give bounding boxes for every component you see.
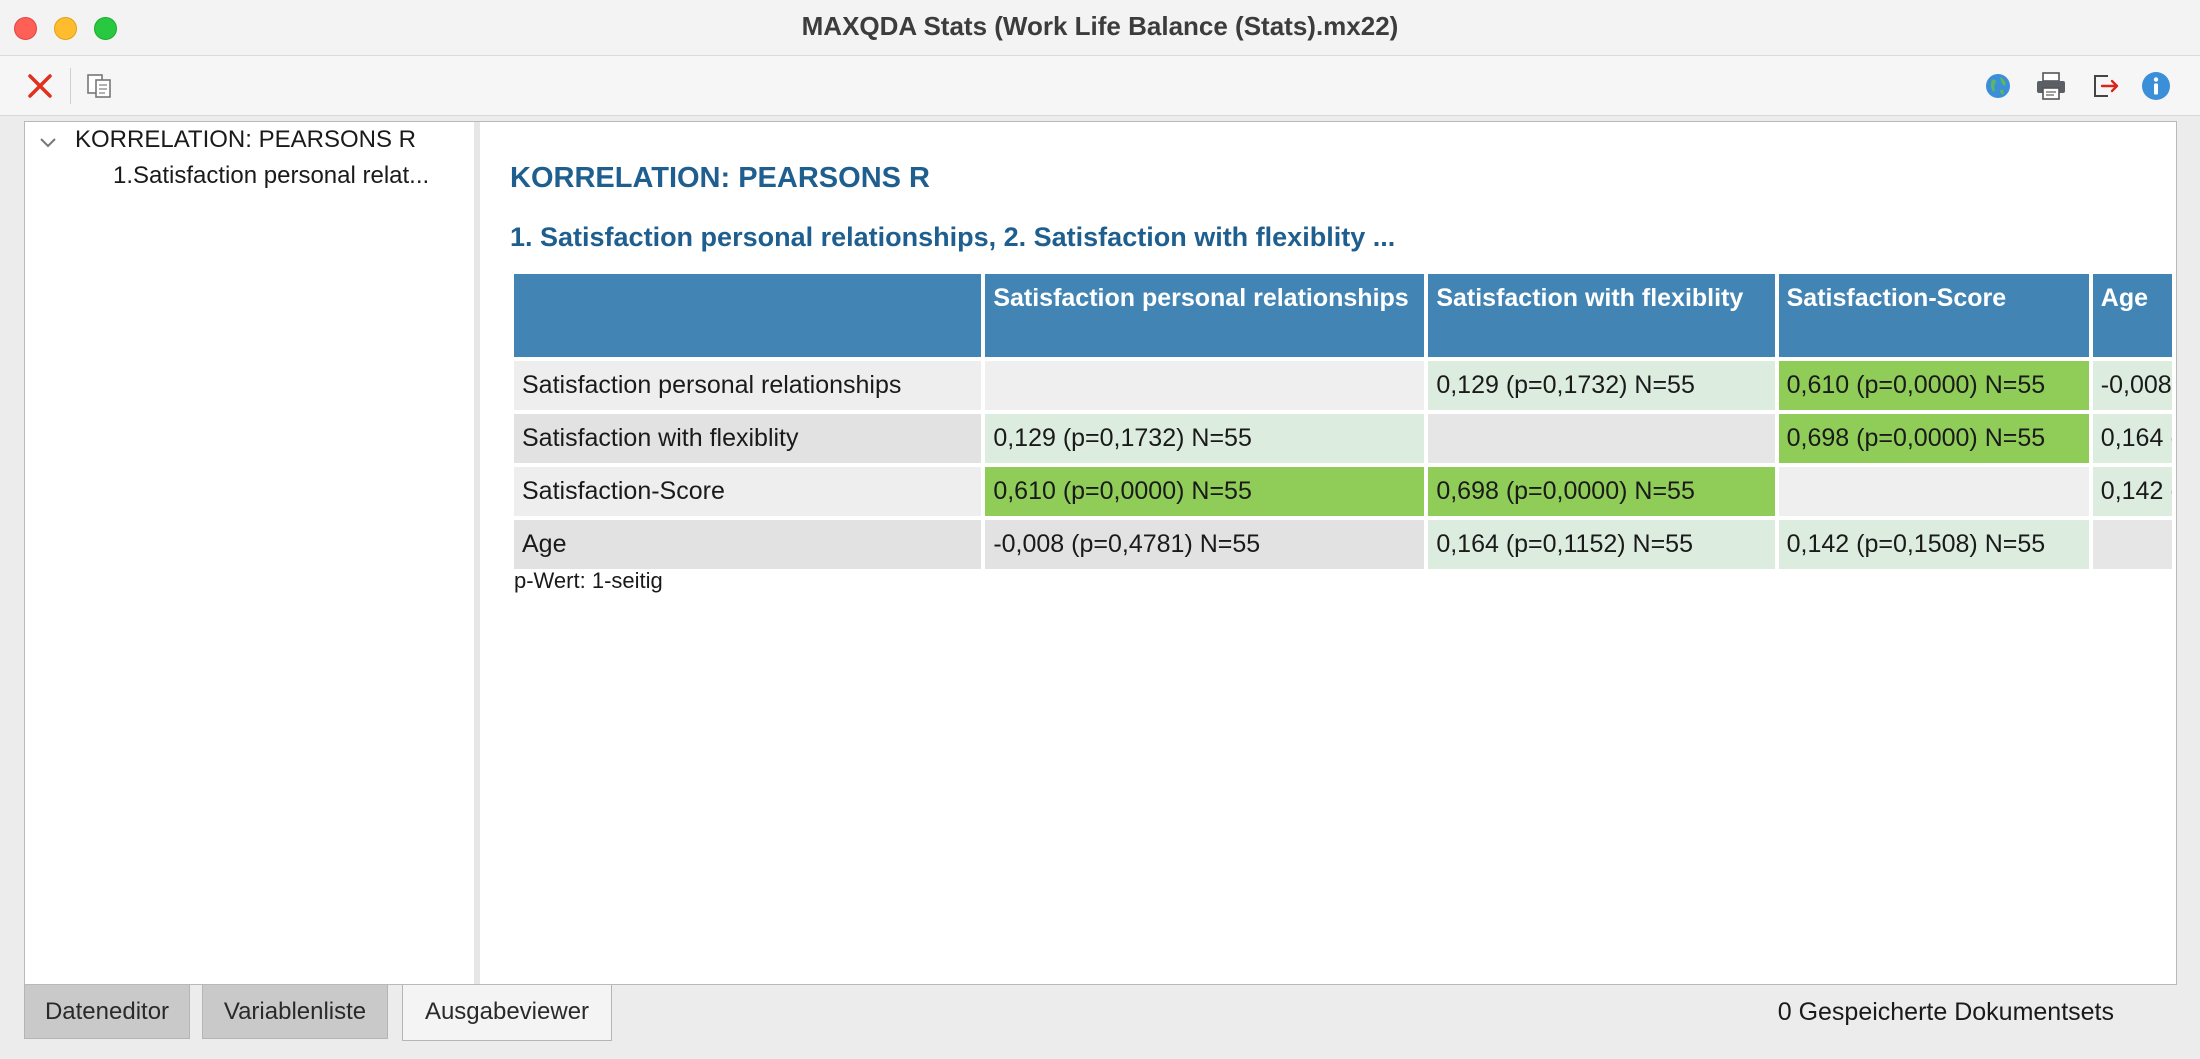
table-corner-header [514, 274, 982, 357]
close-icon [28, 74, 52, 98]
row-label: Satisfaction-Score [514, 467, 982, 516]
column-header: Satisfaction with flexiblity [1428, 274, 1775, 357]
table-header-row: Satisfaction personal relationships Sati… [514, 274, 2172, 357]
window-minimize-button[interactable] [54, 17, 77, 40]
table-cell: 0,129 (p=0,1732) N=55 [1428, 361, 1775, 410]
table-cell: 0,164 (p=0,1152) N=55 [2092, 414, 2172, 463]
window-title: MAXQDA Stats (Work Life Balance (Stats).… [801, 11, 1399, 41]
globe-icon [1986, 74, 2010, 98]
info-button[interactable] [2136, 66, 2176, 106]
table-cell: 0,142 (p=0,1508) N=55 [1778, 520, 2089, 569]
export-icon [2094, 75, 2119, 97]
correlation-table: Satisfaction personal relationships Sati… [510, 270, 2176, 573]
info-icon [2142, 72, 2170, 100]
row-label: Satisfaction personal relationships [514, 361, 982, 410]
table-cell: 0,610 (p=0,0000) N=55 [1778, 361, 2089, 410]
table-cell: 0,698 (p=0,0000) N=55 [1428, 467, 1775, 516]
chevron-down-icon[interactable] [35, 130, 61, 156]
table-row: Satisfaction personal relationships 0,12… [514, 361, 2172, 410]
copy-button[interactable] [79, 66, 119, 106]
tab-ausgabeviewer[interactable]: Ausgabeviewer [402, 985, 612, 1041]
table-cell: 0,142 (p=0,1508) N=55 [2092, 467, 2172, 516]
print-icon [2037, 72, 2065, 100]
table-row: Satisfaction-Score 0,610 (p=0,0000) N=55… [514, 467, 2172, 516]
toolbar-separator [70, 68, 71, 104]
title-bar: MAXQDA Stats (Work Life Balance (Stats).… [0, 0, 2200, 56]
table-cell: 0,698 (p=0,0000) N=55 [1778, 414, 2089, 463]
p-value-note: p-Wert: 1-seitig [514, 568, 663, 593]
table-cell [1778, 467, 2089, 516]
table-row: Satisfaction with flexiblity 0,129 (p=0,… [514, 414, 2172, 463]
output-content: KORRELATION: PEARSONS R 1. Satisfaction … [486, 122, 2176, 984]
table-cell [985, 361, 1425, 410]
tab-variablenliste[interactable]: Variablenliste [202, 985, 388, 1039]
column-header: Age [2092, 274, 2172, 357]
table-cell: 0,129 (p=0,1732) N=55 [985, 414, 1425, 463]
column-header: Satisfaction-Score [1778, 274, 2089, 357]
window-zoom-button[interactable] [94, 17, 117, 40]
tree-item-root[interactable]: KORRELATION: PEARSONS R [75, 126, 416, 153]
print-button[interactable] [2031, 66, 2071, 106]
close-output-button[interactable] [20, 66, 60, 106]
row-label: Satisfaction with flexiblity [514, 414, 982, 463]
status-text: 0 Gespeicherte Dokumentsets [1777, 998, 2114, 1026]
table-cell: 0,610 (p=0,0000) N=55 [985, 467, 1425, 516]
toolbar [0, 56, 2200, 116]
table-cell: -0,008 (p=0,4781) N=55 [2092, 361, 2172, 410]
table-cell [1428, 414, 1775, 463]
output-viewer-frame: KORRELATION: PEARSONS R 1.Satisfaction p… [24, 121, 2177, 985]
window-close-button[interactable] [14, 17, 37, 40]
table-cell: -0,008 (p=0,4781) N=55 [985, 520, 1425, 569]
web-export-button[interactable] [1978, 66, 2018, 106]
output-subheading: 1. Satisfaction personal relationships, … [510, 222, 1396, 252]
tab-dateneditor[interactable]: Dateneditor [24, 985, 190, 1039]
table-cell: 0,164 (p=0,1152) N=55 [1428, 520, 1775, 569]
row-label: Age [514, 520, 982, 569]
output-heading: KORRELATION: PEARSONS R [510, 162, 930, 194]
copy-icon [87, 74, 111, 98]
output-tree: KORRELATION: PEARSONS R 1.Satisfaction p… [25, 122, 480, 984]
table-cell [2092, 520, 2172, 569]
column-header: Satisfaction personal relationships [985, 274, 1425, 357]
table-row: Age -0,008 (p=0,4781) N=55 0,164 (p=0,11… [514, 520, 2172, 569]
tree-item-child[interactable]: 1.Satisfaction personal relat... [113, 162, 430, 189]
export-button[interactable] [2085, 66, 2125, 106]
